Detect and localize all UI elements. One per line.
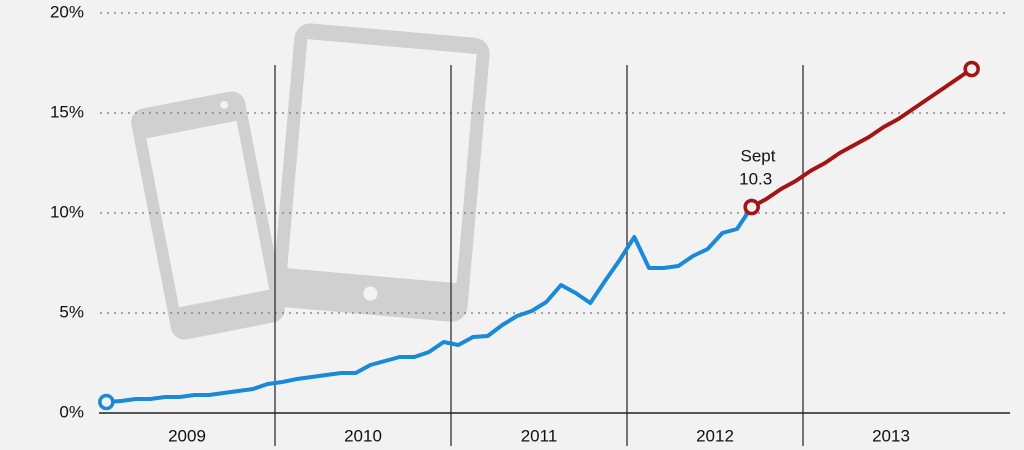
x-tick-label: 2013: [872, 426, 910, 445]
point-marker: [743, 198, 760, 216]
series-line: [106, 205, 754, 404]
y-tick-label: 20%: [50, 2, 84, 21]
y-tick-label: 0%: [59, 402, 84, 421]
y-tick-label: 15%: [50, 102, 84, 121]
x-tick-label: 2009: [168, 426, 206, 445]
annotation: Sept: [741, 146, 776, 165]
series-line: [750, 67, 973, 209]
x-tick-label: 2011: [521, 426, 558, 445]
x-tick-label: 2012: [696, 426, 734, 445]
value-label: 10.3: [739, 169, 772, 188]
y-tick-label: 10%: [50, 202, 84, 221]
x-tick-label: 2010: [344, 426, 382, 445]
point-marker: [98, 393, 115, 411]
device-icons: [131, 23, 490, 340]
y-tick-label: 5%: [59, 302, 84, 321]
point-marker: [963, 60, 980, 78]
